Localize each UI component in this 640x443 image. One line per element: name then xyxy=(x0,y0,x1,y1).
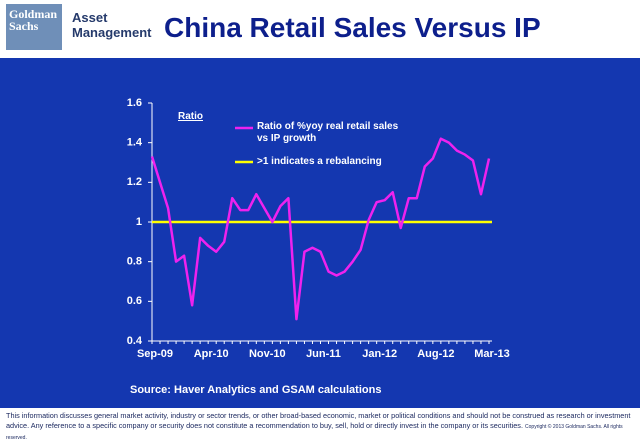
x-tick-label: Nov-10 xyxy=(249,348,286,360)
chart-title: China Retail Sales Versus IP xyxy=(164,12,541,43)
y-tick-label: 0.4 xyxy=(127,335,143,347)
data-line xyxy=(150,137,491,321)
x-tick-label: Jan-12 xyxy=(362,348,397,360)
y-tick-label: 1 xyxy=(136,216,142,228)
division: Asset Management xyxy=(72,10,152,40)
x-tick-label: Mar-13 xyxy=(474,348,509,360)
y-tick-label: 1.6 xyxy=(127,97,142,109)
legend-title: Ratio xyxy=(178,111,203,122)
y-tick-label: 0.8 xyxy=(127,256,142,268)
y-tick-label: 1.4 xyxy=(127,137,143,149)
legend-label: Ratio of %yoy real retail sales vs IP gr… xyxy=(257,121,399,144)
disclaimer: This information discusses general marke… xyxy=(6,411,631,430)
disclaimer-block: This information discusses general marke… xyxy=(6,411,638,443)
x-tick-label: Apr-10 xyxy=(194,348,229,360)
x-tick-label: Aug-12 xyxy=(417,348,454,360)
logo: Goldman Sachs xyxy=(6,4,62,50)
x-tick-label: Jun-11 xyxy=(306,348,341,360)
source-note: Source: Haver Analytics and GSAM calcula… xyxy=(130,384,382,396)
y-tick-label: 0.6 xyxy=(127,295,142,307)
y-tick-label: 1.2 xyxy=(127,176,142,188)
legend-label: >1 indicates a rebalancing xyxy=(257,156,382,167)
x-tick-label: Sep-09 xyxy=(137,348,173,360)
slide-background xyxy=(0,58,640,408)
